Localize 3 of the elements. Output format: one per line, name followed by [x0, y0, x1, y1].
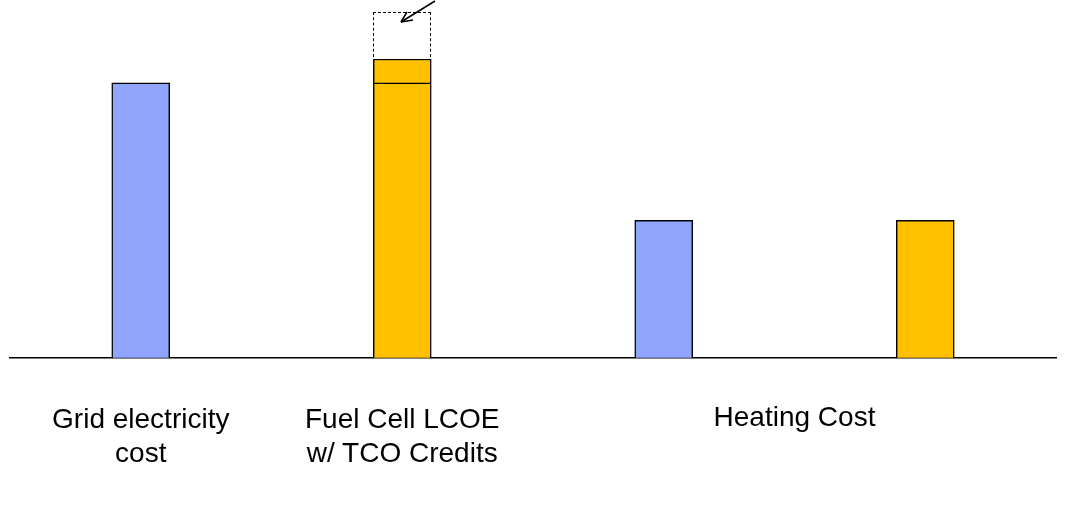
x-tick-label: Fuel Cell LCOE w/ TCO Credits [304, 403, 500, 468]
x-tick-label: Grid electricity cost [52, 403, 230, 468]
text: Heating Cost [713, 400, 876, 432]
